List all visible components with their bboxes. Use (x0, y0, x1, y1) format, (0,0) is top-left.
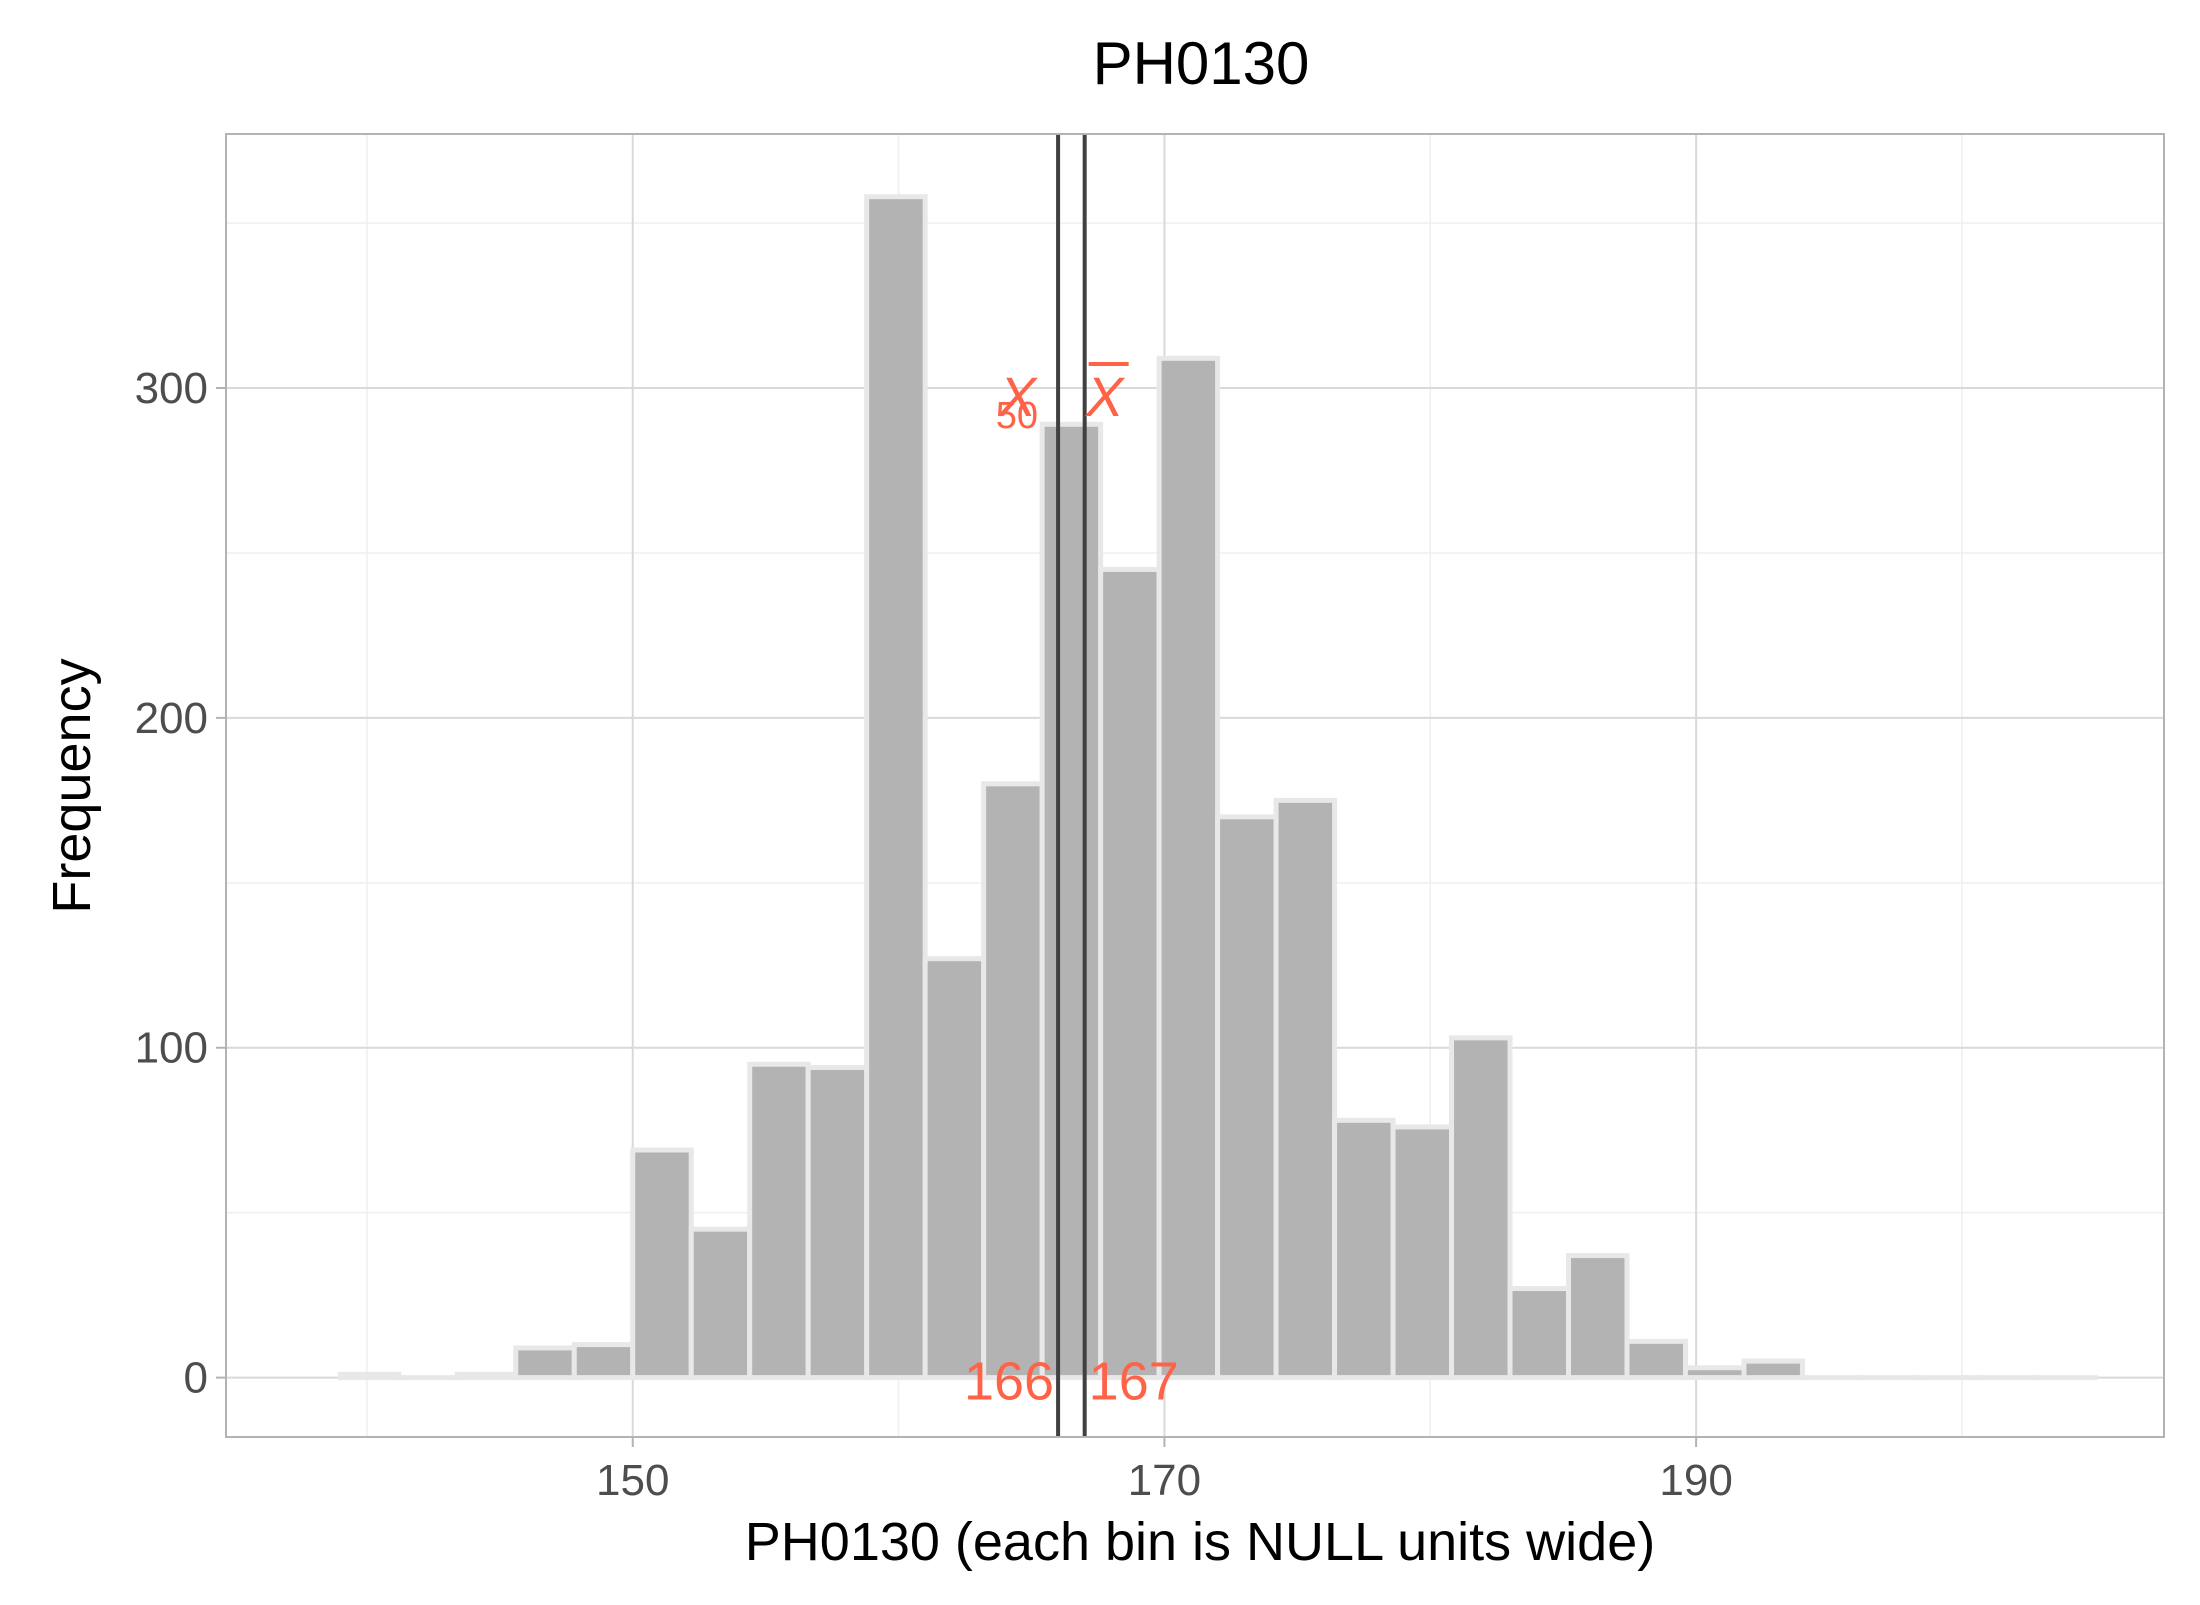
histogram-bar (1744, 1361, 1802, 1377)
y-tick-label: 300 (135, 364, 208, 413)
median-symbol-subscript: 50 (996, 395, 1038, 437)
histogram-bar (1627, 1341, 1685, 1377)
mean-symbol: X (1084, 365, 1126, 428)
histogram-bar (984, 784, 1042, 1378)
histogram-bar (1335, 1120, 1393, 1377)
histogram-bar (1685, 1368, 1743, 1378)
median-value-label: 166 (964, 1352, 1054, 1412)
histogram-bar (691, 1229, 749, 1377)
x-axis-title: PH0130 (each bin is NULL units wide) (745, 1512, 1655, 1572)
histogram-bar (1393, 1127, 1451, 1378)
histogram-bar (1218, 817, 1276, 1378)
histogram-bar (340, 1374, 398, 1377)
y-tick-label: 200 (135, 694, 208, 743)
histogram-bar (457, 1374, 515, 1377)
histogram-bar (750, 1064, 808, 1377)
histogram-bar (1101, 569, 1159, 1377)
y-tick-label: 0 (184, 1354, 208, 1403)
histogram-bar (867, 197, 925, 1378)
histogram-bar (1159, 358, 1217, 1377)
histogram-bar (516, 1348, 574, 1378)
histogram-bar (808, 1068, 866, 1378)
bars-layer (340, 197, 2095, 1378)
histogram-bar (1042, 424, 1100, 1377)
histogram-bar (633, 1150, 691, 1378)
histogram-bar (1452, 1038, 1510, 1378)
x-tick-label: 190 (1659, 1456, 1732, 1505)
histogram-bar (1276, 800, 1334, 1377)
x-tick-label: 150 (596, 1456, 669, 1505)
chart-title: PH0130 (1093, 30, 1310, 97)
y-axis-title: Frequency (42, 658, 102, 913)
histogram-bar (925, 959, 983, 1378)
y-tick-label: 100 (135, 1024, 208, 1073)
x-tick-label: 170 (1128, 1456, 1201, 1505)
histogram-bar (1510, 1289, 1568, 1378)
histogram-bar (1569, 1256, 1627, 1378)
mean-value-label: 167 (1089, 1352, 1179, 1412)
histogram-bar (574, 1345, 632, 1378)
